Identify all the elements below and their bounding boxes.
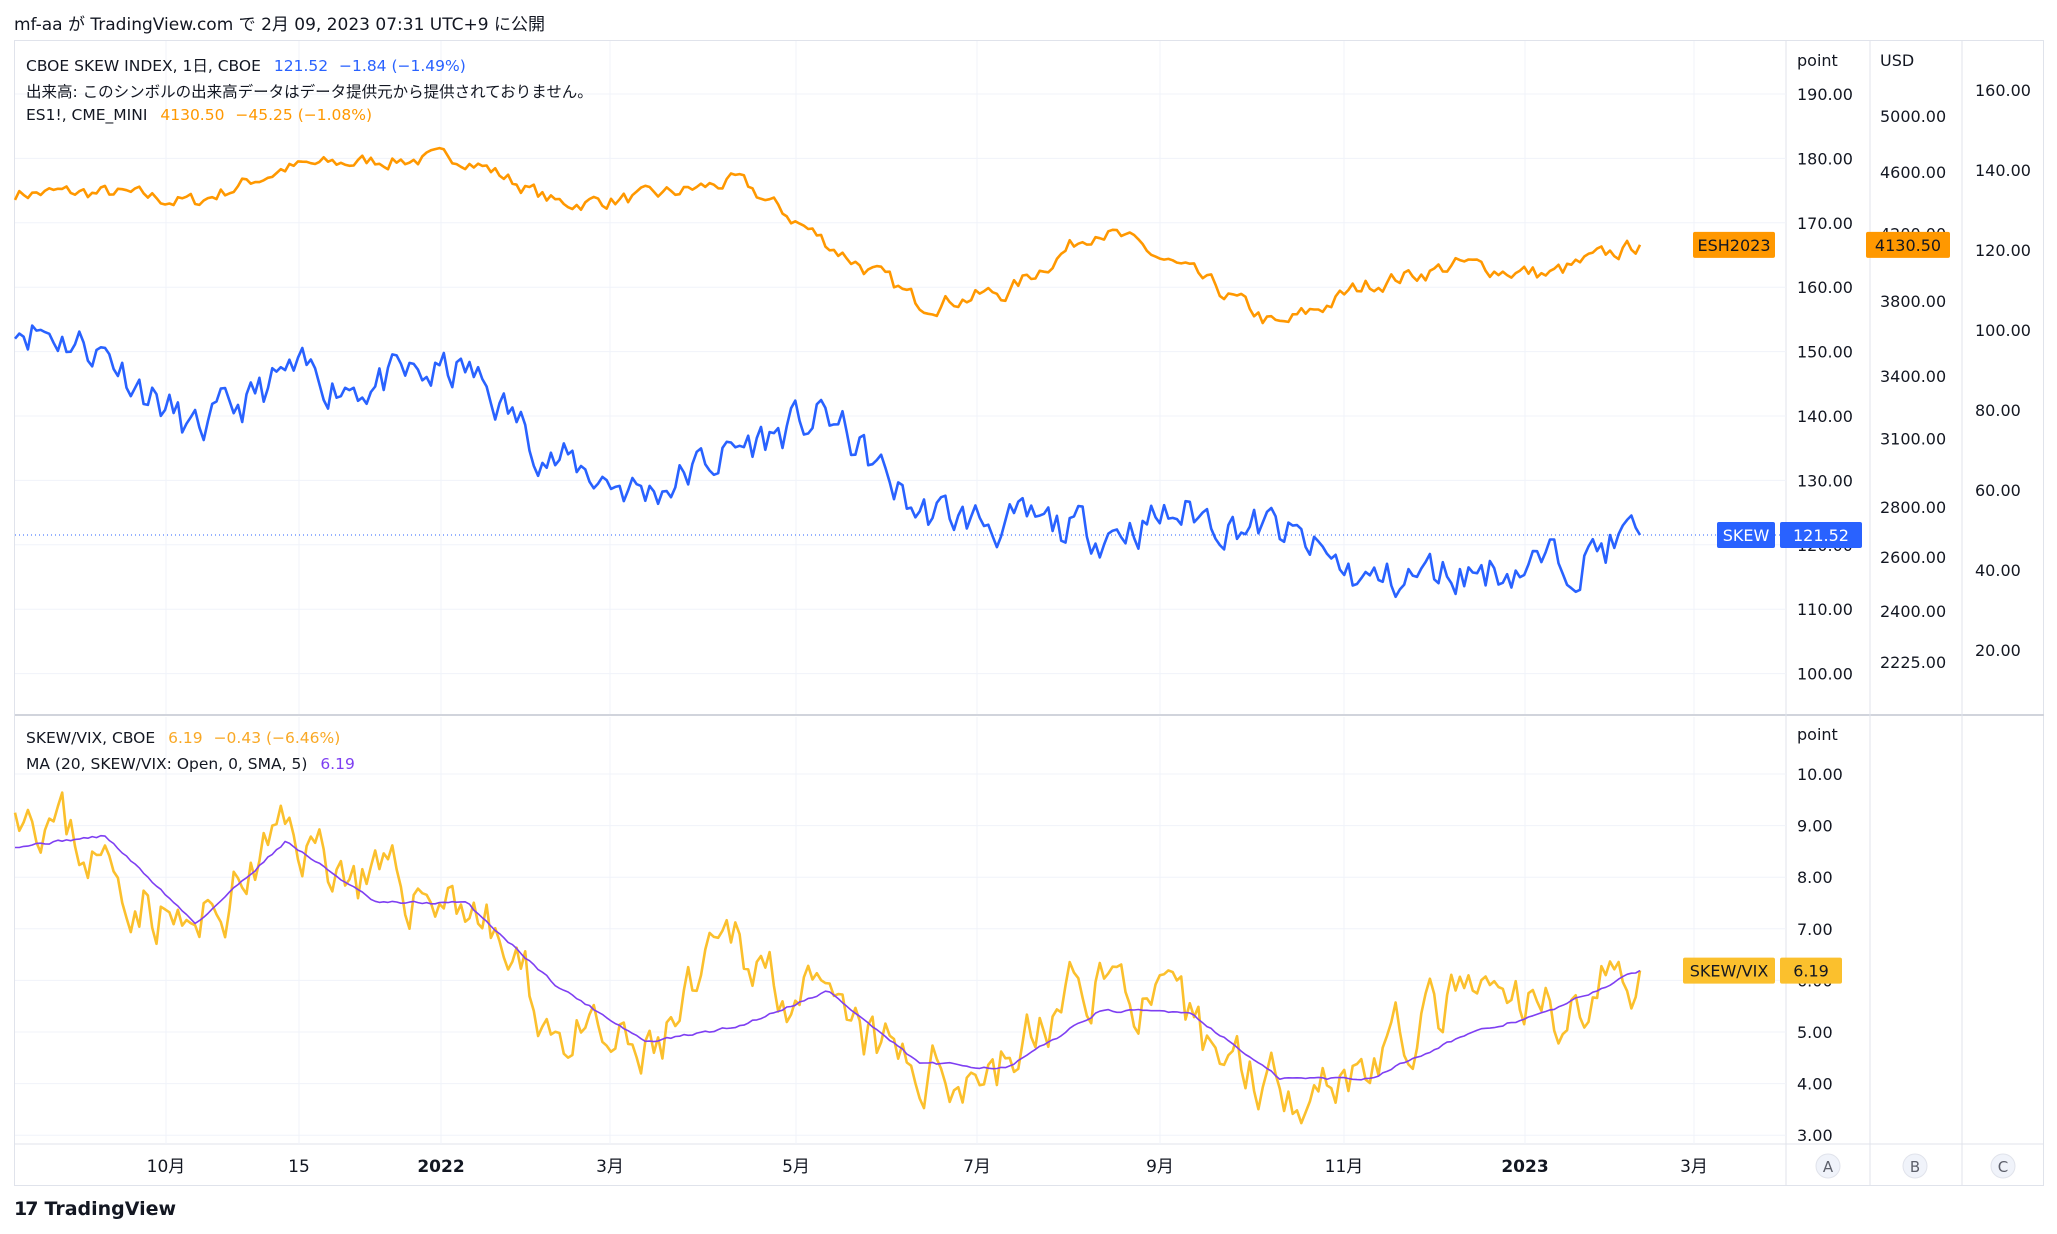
lower-tick-label: 4.00: [1797, 1075, 1833, 1094]
legend-volume: 出来高: このシンボルの出来高データはデータ提供元から提供されておりません。: [26, 80, 593, 102]
series-skew-line[interactable]: [14, 324, 1642, 599]
legend-volume-text: 出来高: このシンボルの出来高データはデータ提供元から提供されておりません。: [26, 83, 593, 101]
lower-tick-label: 5.00: [1797, 1023, 1833, 1042]
legend-es-change: −45.25 (−1.08%): [235, 106, 373, 124]
usd-tick-label: 2225.00: [1880, 653, 1946, 672]
scale-button-label: A: [1823, 1158, 1834, 1176]
time-tick-label: 11月: [1325, 1157, 1364, 1177]
c-tick-label: 100.00: [1975, 321, 2031, 340]
legend-skew-title: CBOE SKEW INDEX, 1日, CBOE: [26, 57, 261, 75]
lower-tick-label: 8.00: [1797, 868, 1833, 887]
time-tick-label: 9月: [1146, 1157, 1174, 1177]
c-tick-label: 120.00: [1975, 241, 2031, 260]
legend-skew[interactable]: CBOE SKEW INDEX, 1日, CBOE 121.52 −1.84 (…: [26, 54, 466, 76]
publish-info: mf-aa が TradingView.com で 2月 09, 2023 07…: [14, 15, 545, 35]
legend-ma[interactable]: MA (20, SKEW/VIX: Open, 0, SMA, 5) 6.19: [26, 755, 355, 773]
badge-skew-name-bg[interactable]: [1717, 522, 1775, 549]
tradingview-logo[interactable]: 17 TradingView: [14, 1198, 176, 1220]
time-tick-label: 2022: [417, 1157, 464, 1177]
legend-es-title: ES1!, CME_MINI: [26, 106, 148, 124]
lower-tick-label: 9.00: [1797, 817, 1833, 836]
badge-skew-name-label: SKEW: [1723, 526, 1770, 545]
point-tick-label: 190.00: [1797, 85, 1853, 104]
chart-frame: [14, 40, 2044, 1186]
point-tick-label: 110.00: [1797, 600, 1853, 619]
scale-button-b[interactable]: [1902, 1153, 1928, 1179]
badge-skew-value-bg[interactable]: [1780, 522, 1862, 549]
badge-es-value-bg[interactable]: [1866, 231, 1950, 258]
scale-button-c[interactable]: [1990, 1153, 2016, 1179]
point-tick-label: 140.00: [1797, 407, 1853, 426]
c-tick-label: 140.00: [1975, 161, 2031, 180]
scale-button-a[interactable]: [1815, 1153, 1841, 1179]
usd-tick-label: 2800.00: [1880, 498, 1946, 517]
time-tick-label: 15: [288, 1157, 310, 1177]
time-tick-label: 5月: [782, 1157, 810, 1177]
upper-point-scale-header: point: [1797, 51, 1838, 70]
point-tick-label: 130.00: [1797, 471, 1853, 490]
point-tick-label: 180.00: [1797, 149, 1853, 168]
usd-tick-label: 2400.00: [1880, 602, 1946, 621]
scale-button-label: C: [1998, 1158, 2008, 1176]
lower-tick-label: 3.00: [1797, 1126, 1833, 1145]
badge-es-name-bg[interactable]: [1693, 231, 1775, 258]
tradingview-brand: TradingView: [44, 1198, 177, 1220]
usd-tick-label: 3800.00: [1880, 292, 1946, 311]
c-tick-label: 60.00: [1975, 481, 2021, 500]
tradingview-logo-icon: 17: [14, 1198, 38, 1220]
legend-ratio-title: SKEW/VIX, CBOE: [26, 729, 156, 747]
legend-es-value: 4130.50: [160, 106, 225, 124]
lower-tick-label: 10.00: [1797, 765, 1843, 784]
legend-es[interactable]: ES1!, CME_MINI 4130.50 −45.25 (−1.08%): [26, 106, 372, 124]
c-tick-label: 20.00: [1975, 641, 2021, 660]
lower-point-scale-header: point: [1797, 725, 1838, 744]
usd-tick-label: 3400.00: [1880, 367, 1946, 386]
point-tick-label: 150.00: [1797, 343, 1853, 362]
badge-ratio-value-bg[interactable]: [1780, 957, 1842, 984]
point-tick-label: 100.00: [1797, 665, 1853, 684]
time-tick-label: 3月: [596, 1157, 624, 1177]
time-tick-label: 7月: [963, 1157, 991, 1177]
badge-skew-value-label: 121.52: [1793, 526, 1849, 545]
badge-es-name-label: ESH2023: [1697, 236, 1770, 255]
usd-tick-label: 3100.00: [1880, 429, 1946, 448]
c-tick-label: 80.00: [1975, 401, 2021, 420]
time-tick-label: 2023: [1501, 1157, 1548, 1177]
c-tick-label: 40.00: [1975, 561, 2021, 580]
series-ma-line[interactable]: [15, 834, 1641, 1081]
legend-skew-value: 121.52: [273, 57, 329, 75]
usd-tick-label: 4600.00: [1880, 163, 1946, 182]
badge-es-value-label: 4130.50: [1875, 236, 1941, 255]
badge-ratio-name-bg[interactable]: [1683, 957, 1775, 984]
point-tick-label: 160.00: [1797, 278, 1853, 297]
scale-button-label: B: [1910, 1158, 1920, 1176]
legend-ratio[interactable]: SKEW/VIX, CBOE 6.19 −0.43 (−6.46%): [26, 729, 340, 747]
legend-ratio-change: −0.43 (−6.46%): [213, 729, 341, 747]
series-ratio-line[interactable]: [13, 791, 1642, 1125]
series-es-line[interactable]: [13, 146, 1642, 325]
usd-tick-label: 2600.00: [1880, 548, 1946, 567]
legend-skew-change: −1.84 (−1.49%): [339, 57, 466, 75]
time-tick-label: 3月: [1680, 1157, 1708, 1177]
badge-ratio-name-label: SKEW/VIX: [1690, 962, 1769, 981]
c-tick-label: 160.00: [1975, 81, 2031, 100]
legend-ma-title: MA (20, SKEW/VIX: Open, 0, SMA, 5): [26, 755, 308, 773]
time-tick-label: 10月: [147, 1157, 186, 1177]
point-tick-label: 170.00: [1797, 214, 1853, 233]
usd-scale-header: USD: [1880, 51, 1914, 70]
legend-ma-value: 6.19: [320, 755, 355, 773]
legend-ratio-value: 6.19: [168, 729, 203, 747]
badge-ratio-value-label: 6.19: [1793, 962, 1829, 981]
usd-tick-label: 5000.00: [1880, 107, 1946, 126]
lower-tick-label: 7.00: [1797, 920, 1833, 939]
